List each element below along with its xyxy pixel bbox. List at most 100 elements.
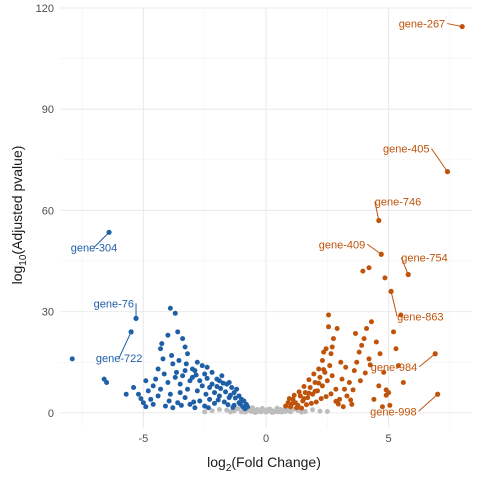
point-up [357,378,363,384]
point-down [225,402,231,408]
point-down [153,376,159,382]
point-up [398,312,404,318]
point-down [185,386,191,392]
point-up [306,390,312,396]
point-ns [317,408,323,414]
point-down [203,391,209,397]
point-down [194,359,200,365]
point-up [346,379,352,385]
point-up [376,383,382,389]
point-down [192,405,198,411]
point-down [194,388,200,394]
point-up [371,396,377,402]
point-down [193,372,199,378]
gene-labels: gene-267 gene-405 gene-746 gene-409 gene-754… [71,19,465,418]
gene-label: gene-304 [71,242,118,254]
y-tick-label: 90 [42,104,54,116]
point-up [340,404,346,410]
point-up [312,388,318,394]
point-up [297,393,303,399]
point-down [69,356,75,362]
point-up [326,312,332,318]
point-ns [310,407,316,413]
point-down [223,389,229,395]
point-up [359,342,365,348]
point-ns [324,408,330,414]
point-up [299,405,305,411]
point-up [366,265,372,271]
point-down [155,393,161,399]
y-tick-label: 60 [42,205,54,217]
gene-label: gene-754 [401,253,448,265]
point-down [143,378,149,384]
point-down [180,336,186,342]
gene-label: gene-409 [319,239,366,251]
point-ns [216,406,222,412]
point-down [176,358,182,364]
label-leader-line [93,231,110,248]
point-down [175,329,181,335]
point-down [221,399,227,405]
point-up [339,376,345,382]
point-down [177,381,183,387]
point-down [234,386,240,392]
point-up [321,367,327,373]
point-up [318,396,324,402]
point-up [362,370,368,376]
point-up [319,358,325,364]
point-down [182,395,188,401]
labeled-point [376,217,382,224]
point-up [366,356,372,362]
point-down [202,371,208,377]
point-down [232,395,238,401]
point-ns [299,409,305,415]
point-ns [276,407,282,413]
point-ns [209,408,215,414]
gene-label: gene-746 [375,197,422,209]
point-up [381,369,387,375]
point-down [205,405,211,411]
point-down [167,305,173,311]
point-up [400,379,406,385]
point-ns [202,409,208,415]
labeled-point [432,351,438,357]
point-down [158,346,164,352]
point-down [180,373,186,379]
x-tick-label: 0 [263,433,269,445]
point-up [324,378,330,384]
point-up [308,400,314,406]
point-down [214,384,220,390]
point-up [393,346,399,352]
point-up [379,404,385,410]
data-points [69,265,406,415]
point-up [353,331,359,337]
point-up [329,344,335,350]
point-down [229,385,235,391]
point-down [175,400,181,406]
gene-label: gene-984 [371,362,418,374]
point-down [183,361,189,367]
point-down [162,403,168,409]
y-tick-label: 120 [36,3,54,15]
label-leader-line [390,291,398,317]
point-up [361,336,367,342]
point-down [166,398,172,404]
point-down [185,351,191,357]
point-down [145,388,151,394]
point-up [335,401,341,407]
point-down [227,392,233,398]
x-axis-title: log2(Fold Change) [207,454,321,474]
point-ns [286,408,292,414]
point-down [189,374,195,380]
point-ns [272,409,278,415]
point-down [148,396,154,402]
point-ns [227,409,233,415]
point-down [212,390,217,396]
point-up [338,359,344,365]
point-down [197,378,203,384]
x-tick-label: 5 [386,433,392,445]
labeled-point [405,271,411,278]
point-up [316,380,322,386]
label-leader-line [431,148,448,172]
